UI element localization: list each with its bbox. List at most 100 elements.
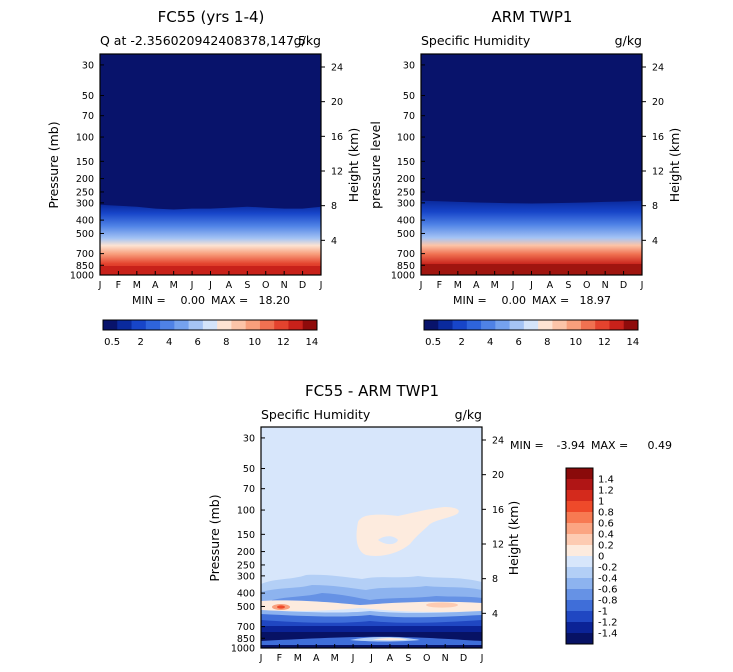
month-tick-label: A: [313, 653, 320, 664]
colorbar-swatch: [509, 320, 525, 330]
moisture-field: [421, 200, 642, 275]
pressure-tick-label: 50: [82, 91, 94, 102]
colorbar-swatch: [302, 320, 318, 330]
colorbar-swatch: [174, 320, 189, 330]
max-label: MAX =: [591, 439, 628, 452]
surface-band: [421, 264, 642, 275]
legend-label: 0.8: [598, 508, 614, 519]
pressure-tick-label: 250: [76, 187, 94, 198]
legend-swatch: [566, 545, 593, 557]
generated-axes: 3050701001502002503004005007008501000242…: [70, 60, 664, 664]
pressure-tick-label: 850: [76, 261, 94, 272]
colorbar-swatch: [495, 320, 510, 330]
dry-bias-lower-a: [261, 610, 482, 618]
legend-label: 1: [598, 497, 604, 508]
height-tick-label: 16: [331, 132, 343, 143]
colorbar-tick-label: 14: [305, 337, 318, 348]
panel-units: g/kg: [455, 407, 482, 422]
colorbar-tick-label: 2: [458, 337, 464, 348]
colorbar-tick-label: 8: [223, 337, 229, 348]
colorbar-swatch: [145, 320, 161, 330]
height-tick-label: 16: [492, 505, 504, 516]
colorbar-tick-label: 0.5: [425, 337, 441, 348]
pressure-tick-label: 500: [237, 602, 255, 613]
month-tick-label: M: [331, 653, 339, 664]
legend-swatch: [566, 512, 593, 524]
y-axis-label-right: Height (km): [667, 128, 682, 202]
colorbar-frame: [102, 319, 318, 331]
pressure-tick-label: 1000: [391, 271, 415, 282]
legend-label: 0.4: [598, 530, 614, 541]
min-value: 0.00: [502, 294, 527, 307]
month-tick-label: J: [419, 280, 423, 291]
month-tick-label: D: [460, 653, 467, 664]
legend-swatch: [566, 622, 593, 634]
month-tick-label: N: [442, 653, 449, 664]
legend-swatch: [566, 567, 593, 579]
colorbar-swatch: [566, 320, 582, 330]
height-tick-label: 12: [652, 167, 664, 178]
legend-label: -1.4: [598, 629, 618, 640]
panel-difference: FC55 - ARM TWP1 Specific Humidity g/kg P…: [207, 382, 672, 649]
min-label: MIN =: [132, 294, 166, 307]
legend-swatch: [566, 490, 593, 502]
pressure-tick-label: 50: [243, 464, 255, 475]
panel-title: FC55 (yrs 1-4): [158, 8, 265, 26]
colorbar-tick-label: 6: [516, 337, 522, 348]
month-tick-label: J: [529, 280, 533, 291]
pressure-tick-label: 100: [237, 506, 255, 517]
month-tick-label: O: [583, 280, 590, 291]
legend-label: 0.6: [598, 519, 614, 530]
colorbar-tick-label: 8: [544, 337, 550, 348]
height-tick-label: 20: [652, 97, 664, 108]
pressure-tick-label: 30: [403, 60, 415, 71]
height-tick-label: 20: [331, 97, 343, 108]
colorbar-swatch: [188, 320, 204, 330]
y-axis-label-left: pressure level: [368, 121, 383, 209]
colorbar-swatch: [231, 320, 247, 330]
pressure-tick-label: 50: [403, 91, 415, 102]
colorbar-tick-label: 12: [598, 337, 611, 348]
pressure-tick-label: 200: [76, 174, 94, 185]
pressure-tick-label: 500: [397, 229, 415, 240]
panel-units: g/kg: [615, 33, 642, 48]
pressure-tick-label: 70: [243, 484, 255, 495]
panel-units: g/kg: [294, 33, 321, 48]
legend-label: 1.2: [598, 486, 614, 497]
month-tick-label: M: [491, 280, 499, 291]
month-tick-label: A: [226, 280, 233, 291]
pressure-tick-label: 250: [397, 187, 415, 198]
pressure-tick-label: 850: [397, 261, 415, 272]
colorbar-swatch: [452, 320, 468, 330]
colorbar-swatch: [160, 320, 175, 330]
colorbar-tick-label: 14: [626, 337, 639, 348]
colorbar-tick-label: 12: [277, 337, 290, 348]
pressure-tick-label: 100: [397, 133, 415, 144]
panel-title: ARM TWP1: [492, 8, 573, 26]
legend-swatch: [566, 611, 593, 623]
pressure-tick-label: 500: [76, 229, 94, 240]
y-axis-label-left: Pressure (mb): [207, 494, 222, 581]
panel-subtitle-left: Specific Humidity: [261, 407, 371, 422]
colorbar-swatch: [288, 320, 304, 330]
legend-swatch: [566, 501, 593, 513]
legend-swatch: [566, 556, 593, 568]
panel-arm-twp1: ARM TWP1 Specific Humidity g/kg pressure…: [368, 8, 682, 307]
legend-label: -1: [598, 607, 608, 618]
colorbar-swatch: [609, 320, 625, 330]
positive-spot: [277, 605, 285, 609]
month-tick-label: J: [259, 653, 263, 664]
colorbar-swatch: [131, 320, 147, 330]
pressure-tick-label: 200: [397, 174, 415, 185]
height-tick-label: 24: [331, 63, 343, 74]
y-axis-label-left: Pressure (mb): [46, 121, 61, 208]
month-tick-label: S: [244, 280, 250, 291]
pressure-tick-label: 700: [76, 249, 94, 260]
month-tick-label: A: [152, 280, 159, 291]
month-tick-label: A: [387, 653, 394, 664]
month-tick-label: N: [281, 280, 288, 291]
pressure-tick-label: 700: [237, 622, 255, 633]
month-tick-label: S: [565, 280, 571, 291]
legend-label: -0.2: [598, 563, 618, 574]
